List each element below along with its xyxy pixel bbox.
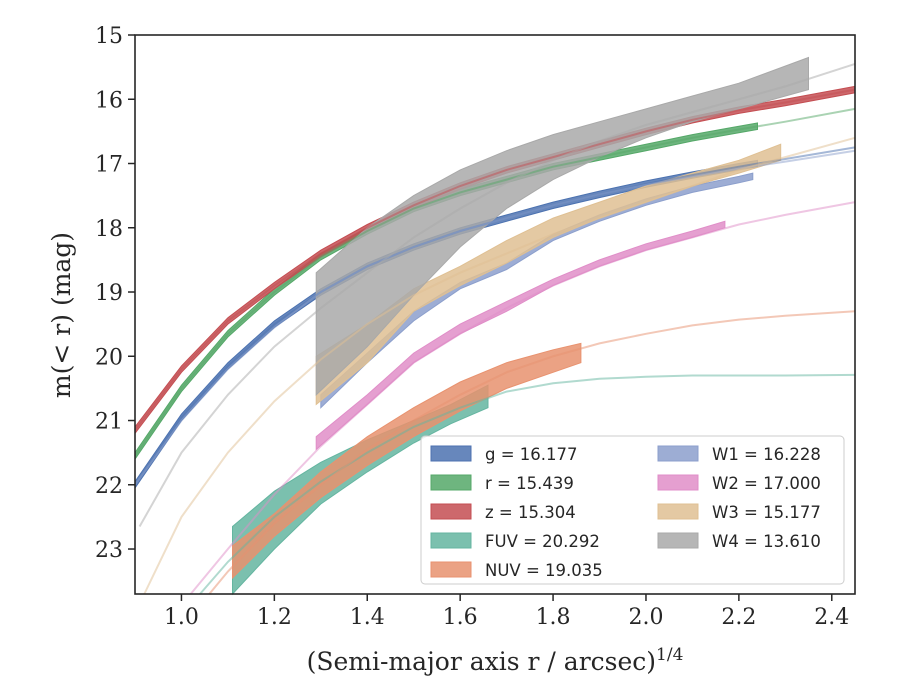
plot-frame [134,34,856,595]
legend-swatch-W1 [657,445,699,462]
x-tick-label: 2.0 [628,605,663,630]
band-W4 [315,56,809,396]
legend-label-W2: W2 = 17.000 [712,474,821,493]
legend-label-g: g = 16.177 [485,445,578,464]
legend-swatch-FUV [430,532,472,549]
curve-FUV [199,373,856,595]
y-tick-label: 16 [95,88,123,113]
model-curves [134,62,856,595]
legend-label-W1: W1 = 16.228 [712,445,821,464]
legend-swatch-r [430,474,472,491]
legend-label-r: r = 15.439 [485,474,574,493]
x-tick-label: 1.8 [536,605,571,630]
legend-label-FUV: FUV = 20.292 [485,532,600,551]
y-tick-label: 20 [95,345,123,370]
band-NUV [232,342,582,580]
x-tick-label: 1.0 [164,605,199,630]
legend-swatch-z [430,503,472,520]
curve-z [134,88,856,431]
y-tick-label: 17 [95,153,123,178]
x-axis-label: (Semi-major axis r / arcsec)1/4 [307,645,684,676]
legend-swatch-W3 [657,503,699,520]
y-axis-label: m(< r) (mag) [47,232,76,398]
x-axis-label-superscript: 1/4 [656,645,683,665]
y-tick-label: 22 [95,474,123,499]
y-tick-label: 23 [95,538,123,563]
legend-box [420,435,845,585]
legend-label-W4: W4 = 13.610 [712,532,821,551]
y-axis-ticks: 15 16 17 18 19 20 21 22 23 [95,24,135,563]
y-tick-label: 18 [95,217,123,242]
x-tick-label: 1.6 [443,605,478,630]
x-tick-label: 2.2 [721,605,756,630]
legend-swatch-W4 [657,532,699,549]
legend-label-W3: W3 = 15.177 [712,503,821,522]
legend-label-NUV: NUV = 19.035 [485,561,603,580]
curve-W3 [143,136,856,595]
x-tick-label: 2.4 [814,605,849,630]
y-tick-label: 21 [95,410,123,435]
legend: g = 16.177 r = 15.439 z = 15.304 FUV = 20.2… [420,435,845,585]
x-tick-label: 1.2 [257,605,292,630]
y-tick-label: 15 [95,24,123,49]
curve-W4 [138,62,856,527]
x-tick-label: 1.4 [350,605,385,630]
legend-swatch-g [430,445,472,462]
legend-swatch-W2 [657,474,699,491]
y-tick-label: 19 [95,281,123,306]
curve-W1 [134,149,856,486]
legend-label-z: z = 15.304 [485,503,576,522]
curve-W2 [189,201,856,595]
curve-NUV [208,310,856,595]
curve-r [134,107,856,457]
legend-swatch-NUV [430,561,472,578]
x-axis-ticks: 1.0 1.2 1.4 1.6 1.8 2.0 2.2 2.4 [164,594,849,630]
